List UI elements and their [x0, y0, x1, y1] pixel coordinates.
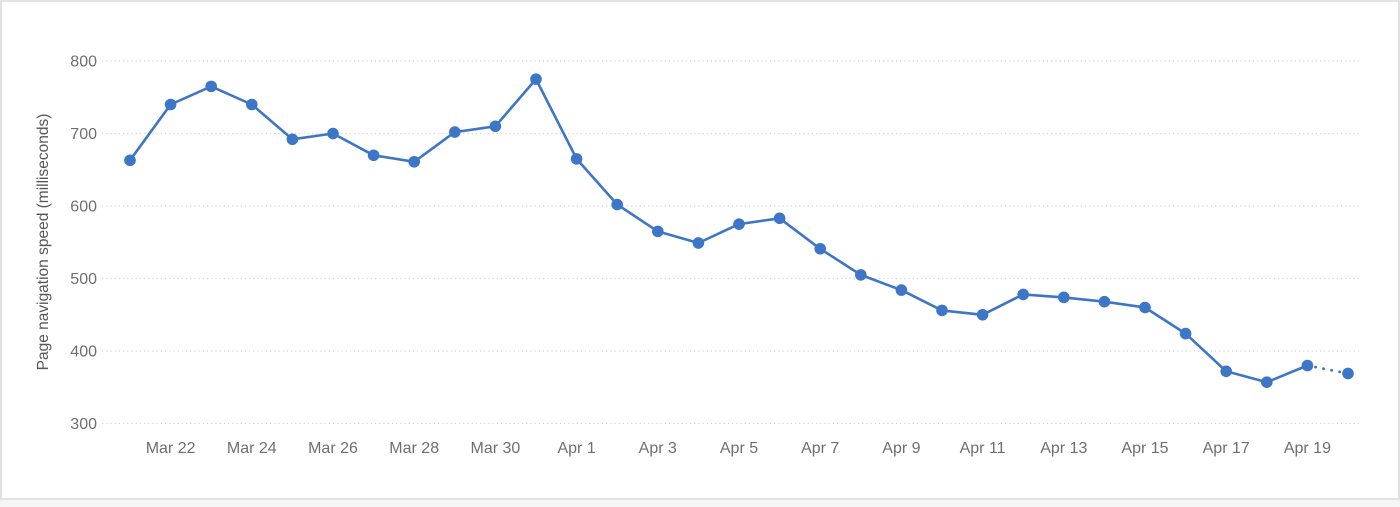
data-point-marker [327, 127, 339, 140]
data-point-marker [1179, 327, 1192, 340]
x-tick-label: Apr 11 [960, 440, 1006, 457]
data-point-marker [976, 308, 989, 321]
data-point-marker [1301, 359, 1314, 372]
data-point-marker [1139, 301, 1151, 314]
x-tick-label: Mar 30 [471, 440, 521, 457]
gridlines [102, 60, 1360, 425]
data-point-marker [489, 120, 502, 133]
data-point-marker [1261, 376, 1273, 388]
data-point-marker [367, 149, 380, 162]
data-point-marker [1017, 288, 1029, 301]
x-tick-label: Mar 24 [227, 440, 277, 457]
data-point-marker [611, 198, 623, 211]
data-point-marker [1342, 367, 1354, 380]
data-point-marker [570, 153, 583, 165]
y-tick-label: 300 [70, 416, 97, 433]
data-point-marker [246, 98, 258, 111]
data-point-marker [286, 133, 299, 146]
forecast-segment [1306, 364, 1350, 375]
x-tick-label: Apr 7 [801, 440, 839, 457]
data-point-marker [692, 237, 705, 249]
data-point-marker [936, 304, 948, 317]
x-tick-label: Mar 28 [389, 440, 439, 457]
x-tick-label: Apr 3 [639, 440, 677, 457]
x-tick-label: Mar 26 [308, 440, 358, 457]
data-point-marker [164, 98, 177, 111]
y-tick-label: 800 [70, 54, 97, 71]
data-point-marker [1058, 291, 1070, 304]
data-point-marker [814, 242, 826, 255]
data-point-marker [205, 80, 217, 93]
data-point-marker [652, 225, 664, 238]
y-axis-tick-labels: 800 700 600 500 400 300 [70, 54, 97, 434]
x-tick-label: Apr 5 [720, 440, 758, 457]
y-tick-label: 600 [70, 199, 97, 216]
data-point-marker [733, 218, 745, 230]
data-point-marker [408, 155, 421, 168]
data-point-markers [124, 73, 1354, 388]
data-point-marker [124, 154, 136, 167]
x-tick-label: Apr 9 [882, 440, 920, 457]
data-point-marker [449, 126, 461, 138]
x-tick-label: Apr 17 [1203, 440, 1250, 457]
y-tick-label: 400 [70, 344, 97, 361]
x-tick-label: Apr 1 [557, 440, 595, 457]
y-tick-label: 500 [70, 271, 97, 288]
y-axis-title: Page navigation speed (milliseconds) [35, 114, 52, 371]
x-tick-label: Apr 13 [1040, 440, 1087, 457]
series-line [128, 77, 1350, 384]
x-tick-label: Apr 19 [1284, 440, 1331, 457]
x-axis-tick-labels: Mar 22 Mar 24 Mar 26 Mar 28 Mar 30 Apr 1 Apr 3… [146, 440, 1331, 457]
data-point-marker [895, 284, 908, 296]
data-point-marker [1220, 365, 1232, 378]
data-point-marker [1098, 295, 1111, 308]
series-line-path [128, 77, 1308, 384]
x-tick-label: Mar 22 [146, 440, 196, 457]
data-point-marker [855, 269, 867, 281]
x-tick-label: Apr 15 [1121, 440, 1168, 457]
y-tick-label: 700 [70, 126, 97, 143]
data-point-marker [773, 212, 786, 225]
data-point-marker [530, 73, 542, 85]
